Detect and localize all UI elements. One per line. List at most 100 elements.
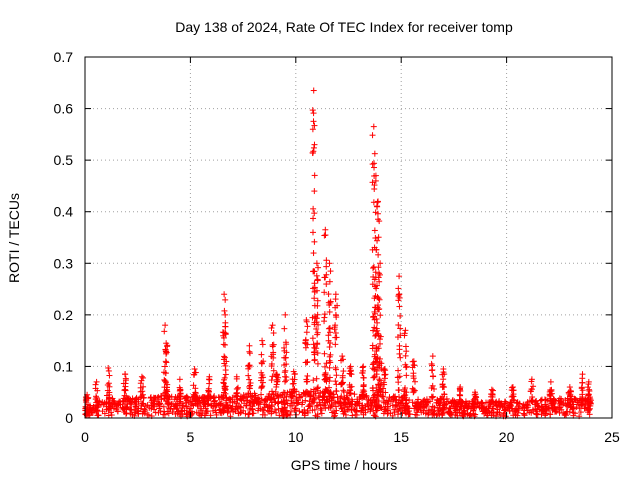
data-point — [221, 291, 228, 298]
data-point — [166, 393, 173, 400]
data-point — [311, 268, 318, 275]
data-point — [440, 376, 447, 383]
data-point — [122, 371, 129, 378]
data-point — [433, 399, 440, 406]
data-point — [552, 406, 559, 413]
data-point — [529, 406, 536, 413]
data-point — [203, 410, 210, 417]
data-point — [586, 386, 593, 393]
data-point — [540, 406, 547, 413]
data-point — [397, 312, 404, 319]
data-point — [224, 409, 231, 416]
data-point — [190, 393, 197, 400]
data-point — [163, 349, 170, 356]
data-point — [464, 405, 471, 412]
data-point — [374, 319, 381, 326]
data-point — [310, 285, 317, 292]
data-point — [313, 403, 320, 410]
data-point — [410, 388, 417, 395]
data-points — [82, 87, 594, 420]
data-point — [269, 322, 276, 329]
data-point — [222, 383, 229, 390]
data-point — [313, 325, 320, 332]
data-point — [461, 403, 468, 410]
data-point — [329, 409, 336, 416]
data-point — [376, 355, 383, 362]
data-point — [155, 400, 162, 407]
data-point — [587, 400, 594, 407]
data-point — [464, 411, 471, 418]
data-point — [375, 345, 382, 352]
data-point — [148, 402, 155, 409]
data-point — [258, 360, 265, 367]
data-point — [508, 393, 515, 400]
data-point — [406, 397, 413, 404]
data-point — [391, 394, 398, 401]
data-point — [377, 404, 384, 411]
data-point — [258, 391, 265, 398]
data-point — [263, 401, 270, 408]
data-point — [220, 341, 227, 348]
data-point — [371, 412, 378, 419]
data-point — [402, 364, 409, 371]
data-point — [287, 408, 294, 415]
data-point — [507, 402, 514, 409]
data-point — [547, 411, 554, 418]
data-point — [270, 330, 277, 337]
data-point — [541, 396, 548, 403]
data-point — [527, 388, 534, 395]
data-point — [134, 408, 141, 415]
data-point — [304, 323, 311, 330]
data-point — [348, 371, 355, 378]
data-point — [360, 411, 367, 418]
data-point — [374, 237, 381, 244]
data-point — [425, 407, 432, 414]
data-point — [271, 406, 278, 413]
data-point — [222, 323, 229, 330]
data-point — [281, 325, 288, 332]
data-point — [185, 399, 192, 406]
data-point — [483, 412, 490, 419]
data-point — [476, 404, 483, 411]
data-point — [528, 398, 535, 405]
data-point — [412, 378, 419, 385]
data-point — [371, 185, 378, 192]
data-point — [384, 407, 391, 414]
data-point — [557, 399, 564, 406]
data-point — [519, 404, 526, 411]
data-point — [188, 408, 195, 415]
data-point — [564, 408, 571, 415]
data-point — [370, 313, 377, 320]
data-point — [282, 367, 289, 374]
data-point — [191, 393, 198, 400]
data-point — [439, 371, 446, 378]
data-point — [103, 398, 110, 405]
data-point — [395, 322, 402, 329]
data-point — [310, 110, 317, 117]
data-point — [227, 396, 234, 403]
data-point — [303, 376, 310, 383]
data-point — [326, 344, 333, 351]
data-point — [333, 314, 340, 321]
data-point — [179, 411, 186, 418]
data-point — [538, 411, 545, 418]
data-point — [245, 362, 252, 369]
data-point — [326, 260, 333, 267]
data-point — [327, 351, 334, 358]
data-point — [163, 393, 170, 400]
data-point — [240, 392, 247, 399]
data-point — [375, 234, 382, 241]
data-point — [515, 409, 522, 416]
data-point — [269, 388, 276, 395]
data-point — [333, 372, 340, 379]
data-point — [261, 404, 268, 411]
data-point — [332, 291, 339, 298]
data-point — [197, 405, 204, 412]
x-tick-label: 0 — [81, 429, 89, 445]
data-point — [155, 393, 162, 400]
data-point — [244, 397, 251, 404]
data-point — [304, 389, 311, 396]
data-point — [135, 398, 142, 405]
data-point — [371, 351, 378, 358]
